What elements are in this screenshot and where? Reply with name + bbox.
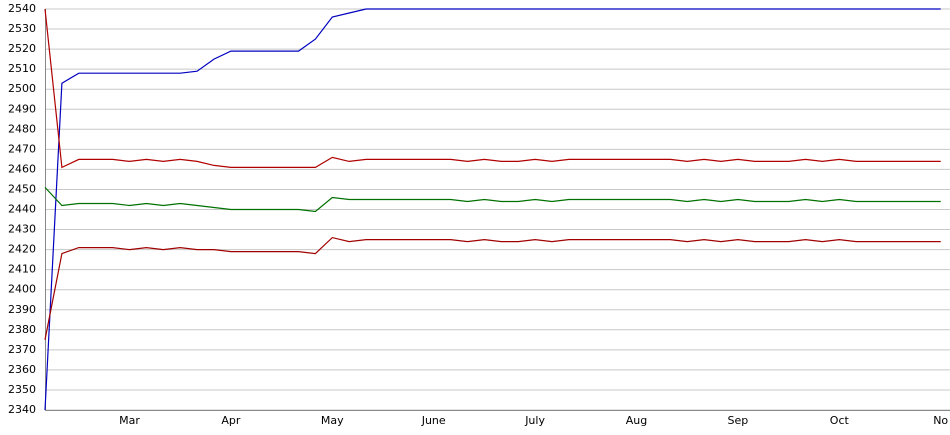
y-tick-label: 2450	[8, 182, 36, 195]
x-tick-label: July	[524, 414, 545, 427]
x-tick-label: Mar	[119, 414, 140, 427]
series-line	[44, 8, 941, 169]
series-line	[44, 8, 941, 411]
x-tick-label: June	[421, 414, 446, 427]
y-tick-label: 2520	[8, 42, 36, 55]
x-tick-label: Aug	[626, 414, 647, 427]
y-tick-label: 2540	[8, 2, 36, 15]
series-line	[44, 236, 941, 340]
x-tick-label: Apr	[221, 414, 241, 427]
y-tick-label: 2340	[8, 403, 36, 416]
y-tick-label: 2440	[8, 203, 36, 216]
y-tick-label: 2420	[8, 243, 36, 256]
y-tick-label: 2360	[8, 363, 36, 376]
y-tick-label: 2350	[8, 383, 36, 396]
y-tick-label: 2380	[8, 323, 36, 336]
y-tick-label: 2390	[8, 303, 36, 316]
y-tick-label: 2500	[8, 82, 36, 95]
y-tick-label: 2410	[8, 263, 36, 276]
y-tick-label: 2530	[8, 22, 36, 35]
y-tick-label: 2510	[8, 62, 36, 75]
series-line	[44, 186, 941, 213]
y-tick-label: 2470	[8, 142, 36, 155]
y-tick-label: 2460	[8, 162, 36, 175]
y-tick-label: 2490	[8, 102, 36, 115]
y-tick-label: 2370	[8, 343, 36, 356]
x-tick-label: May	[321, 414, 344, 427]
y-tick-label: 2430	[8, 223, 36, 236]
x-tick-label: Sep	[728, 414, 749, 427]
x-tick-label: No	[933, 414, 948, 427]
y-tick-label: 2400	[8, 283, 36, 296]
y-tick-label: 2480	[8, 122, 36, 135]
x-tick-label: Oct	[830, 414, 850, 427]
